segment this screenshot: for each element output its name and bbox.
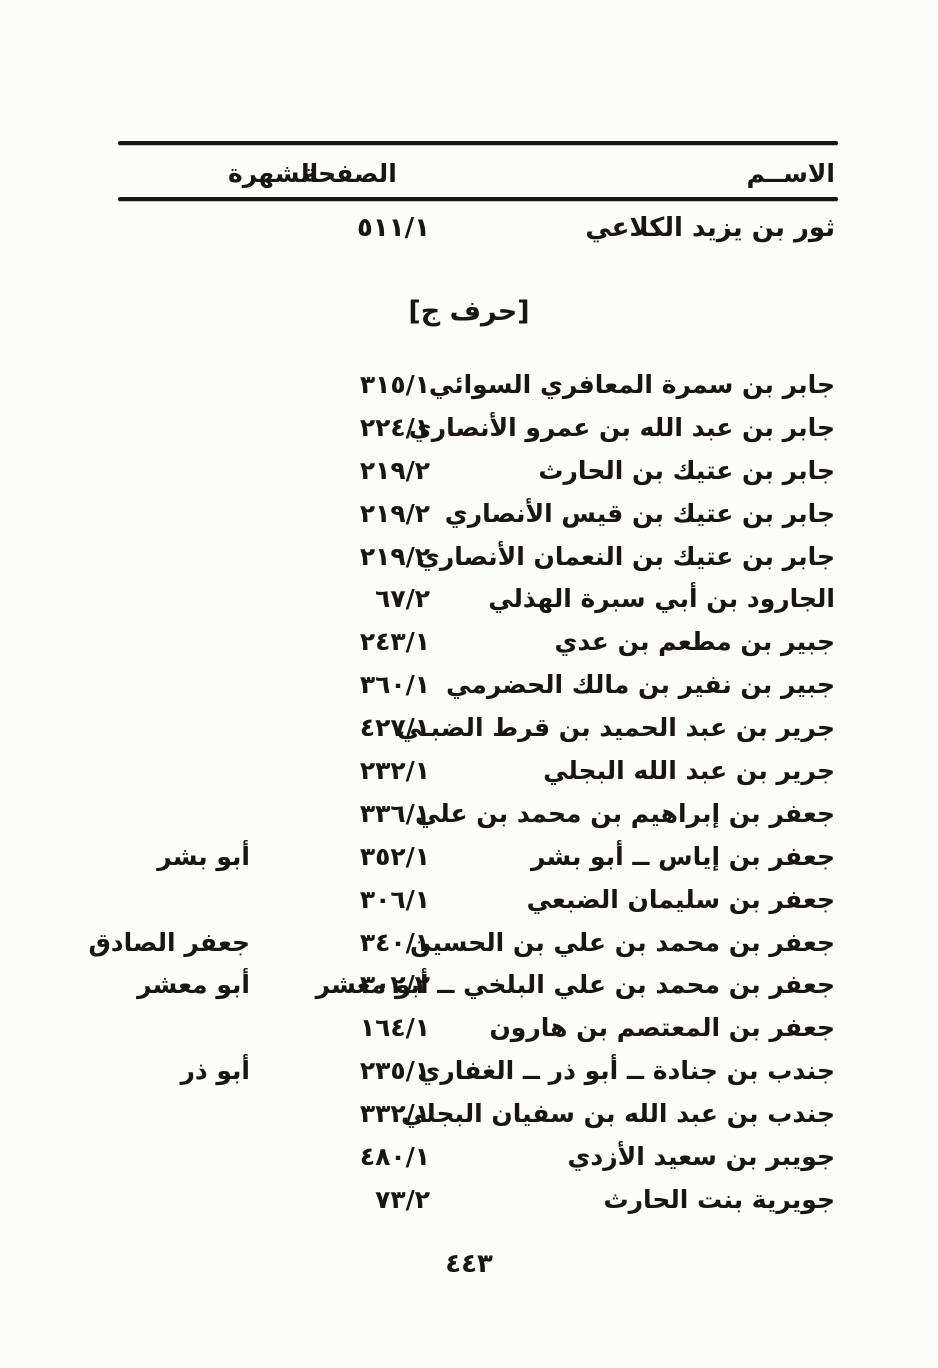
index-entry-row: جابر بن عتيك بن الحارث ٢١٩/٢ [120, 449, 835, 492]
entry-page-ref: ٣٥٢/١ [359, 841, 430, 871]
index-entries: جابر بن سمرة المعافري السوائي ٣١٥/١ جابر… [88, 363, 835, 1221]
entry-page-ref: ٧٣/٢ [375, 1184, 430, 1214]
index-entry-row: جويبر بن سعيد الأزدي ٤٨٠/١ [120, 1135, 835, 1178]
entry-name: جعفر بن سليمان الضبعي [526, 884, 835, 914]
index-entry-row: جرير بن عبد الله البجلي ٢٣٢/١ [120, 749, 835, 792]
entry-name: جرير بن عبد الحميد بن قرط الضبـي [396, 713, 835, 743]
index-entry-row: جابر بن عبد الله بن عمرو الأنصاري ٢٢٤/١ [120, 406, 835, 449]
index-entry-row: جعفر بن محمد بن علي بن الحسين ٣٤٠/١ جعفر… [88, 921, 835, 964]
entry-name: جابر بن عتيك بن النعمان الأنصاري [416, 541, 835, 571]
index-entry-row: جندب بن عبد الله بن سفيان البجلي ٣٣٢/١ [120, 1092, 835, 1135]
entry-page-ref: ٢١٩/٢ [359, 541, 430, 571]
entry-page-ref: ٢٤٣/١ [359, 627, 430, 657]
index-entry-row: الجارود بن أبي سبرة الهذلي ٦٧/٢ [120, 577, 835, 620]
page-number: ٤٤٣ [445, 1249, 493, 1279]
entry-page-ref: ٣٣٢/١ [359, 1099, 430, 1129]
entry-page-ref: ٥١١/١ [357, 213, 430, 243]
index-entry-row: جويرية بنت الحارث ٧٣/٢ [120, 1178, 835, 1221]
index-entry-row: ثور بن يزيد الكلاعي ٥١١/١ [0, 205, 938, 251]
entry-page-ref: ٢١٩/٢ [359, 455, 430, 485]
entry-page-ref: ٣٠٢/٢ [359, 970, 430, 1000]
index-entry-row: جبير بن نفير بن مالك الحضرمي ٣٦٠/١ [120, 663, 835, 706]
entry-name: الجارود بن أبي سبرة الهذلي [488, 584, 835, 614]
entry-name: جويرية بنت الحارث [603, 1184, 835, 1214]
entry-page-ref: ٢٢٤/١ [359, 412, 430, 442]
index-entry-row: جندب بن جنادة ــ أبو ذر ــ الغفاري ٢٣٥/١… [120, 1049, 835, 1092]
index-entry-row: جعفر بن إياس ــ أبو بشر ٣٥٢/١ أبو بشر [120, 835, 835, 878]
index-entry-row: جابر بن عتيك بن قيس الأنصاري ٢١٩/٢ [120, 492, 835, 535]
entry-name: جندب بن عبد الله بن سفيان البجلي [400, 1099, 835, 1129]
index-entry-row: جابر بن عتيك بن النعمان الأنصاري ٢١٩/٢ [120, 535, 835, 578]
section-heading: [حرف ج] [408, 295, 530, 327]
index-entry-row: جرير بن عبد الحميد بن قرط الضبـي ٤٢٧/١ [120, 706, 835, 749]
entry-name: جابر بن سمرة المعافري السوائي [428, 369, 835, 399]
entry-fame: أبو ذر [180, 1056, 250, 1086]
index-entry-row: جعفر بن المعتصم بن هارون ١٦٤/١ [120, 1006, 835, 1049]
entry-name: جعفر بن محمد بن علي بن الحسين [410, 927, 835, 957]
index-entry-row: جبير بن مطعم بن عدي ٢٤٣/١ [120, 620, 835, 663]
entry-page-ref: ٣٤٠/١ [359, 927, 430, 957]
index-entry-row: جابر بن سمرة المعافري السوائي ٣١٥/١ [120, 363, 835, 406]
entry-name: جعفر بن محمد بن علي البلخي ــ أبو معشر [315, 970, 835, 1000]
entry-name: جبير بن مطعم بن عدي [554, 627, 835, 657]
entry-name: جابر بن عتيك بن قيس الأنصاري [444, 498, 835, 528]
entry-page-ref: ٢٣٥/١ [359, 1056, 430, 1086]
column-label-fame: الشهرة [228, 158, 319, 188]
index-entry-row: جعفر بن سليمان الضبعي ٣٠٦/١ [120, 878, 835, 921]
entry-name: جعفر بن إياس ــ أبو بشر [530, 841, 835, 871]
entry-name: ثور بن يزيد الكلاعي [585, 213, 835, 243]
entry-page-ref: ٤٨٠/١ [359, 1141, 430, 1171]
entry-page-ref: ٣٦٠/١ [359, 670, 430, 700]
entry-page-ref: ٦٧/٢ [375, 584, 430, 614]
entry-page-ref: ٤٢٧/١ [359, 713, 430, 743]
header-top-rule [118, 141, 838, 145]
entry-name: جابر بن عبد الله بن عمرو الأنصاري [408, 412, 835, 442]
column-label-page: الصفحة [303, 158, 397, 188]
header-bottom-rule [118, 197, 838, 201]
entry-page-ref: ٢١٩/٢ [359, 498, 430, 528]
entry-name: جعفر بن إبراهيم بن محمد بن علي [414, 798, 835, 828]
entry-name: جويبر بن سعيد الأزدي [567, 1141, 836, 1171]
entry-page-ref: ١٦٤/١ [359, 1013, 430, 1043]
entry-page-ref: ٢٣٢/١ [359, 755, 430, 785]
column-label-name: الاســم [746, 158, 835, 188]
index-entry-row: جعفر بن محمد بن علي البلخي ــ أبو معشر ٣… [120, 963, 835, 1006]
entry-page-ref: ٣٠٦/١ [359, 884, 430, 914]
entry-name: جابر بن عتيك بن الحارث [538, 455, 835, 485]
entry-fame: جعفر الصادق [88, 927, 250, 957]
entry-fame: أبو معشر [137, 970, 250, 1000]
entry-name: جبير بن نفير بن مالك الحضرمي [446, 670, 835, 700]
entry-name: جرير بن عبد الله البجلي [543, 755, 835, 785]
entry-fame: أبو بشر [157, 841, 250, 871]
entry-name: جعفر بن المعتصم بن هارون [489, 1013, 835, 1043]
entry-page-ref: ٣١٥/١ [359, 369, 430, 399]
table-header: الاســم الصفحة الشهرة [0, 150, 938, 196]
index-entry-row: جعفر بن إبراهيم بن محمد بن علي ٣٣٦/١ [120, 792, 835, 835]
entry-name: جندب بن جنادة ــ أبو ذر ــ الغفاري [417, 1056, 835, 1086]
entry-page-ref: ٣٣٦/١ [359, 798, 430, 828]
